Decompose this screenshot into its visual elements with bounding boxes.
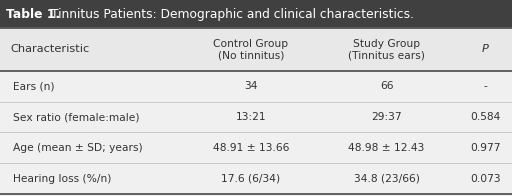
Text: 34.8 (23/66): 34.8 (23/66) <box>354 174 419 184</box>
Text: Control Group
(No tinnitus): Control Group (No tinnitus) <box>214 39 288 60</box>
Text: 0.977: 0.977 <box>470 143 501 153</box>
Text: Study Group
(Tinnitus ears): Study Group (Tinnitus ears) <box>348 39 425 60</box>
Text: Hearing loss (%/n): Hearing loss (%/n) <box>13 174 111 184</box>
Text: 48.91 ± 13.66: 48.91 ± 13.66 <box>212 143 289 153</box>
Text: 17.6 (6/34): 17.6 (6/34) <box>221 174 281 184</box>
Text: 29:37: 29:37 <box>371 112 402 122</box>
Text: 66: 66 <box>380 81 393 91</box>
Text: 13:21: 13:21 <box>236 112 266 122</box>
Bar <box>0 132 512 163</box>
Text: Age (mean ± SD; years): Age (mean ± SD; years) <box>13 143 142 153</box>
Bar <box>0 0 512 28</box>
Bar <box>0 28 512 71</box>
Bar <box>0 71 512 102</box>
Text: Ears (n): Ears (n) <box>13 81 54 91</box>
Text: 0.584: 0.584 <box>470 112 501 122</box>
Text: P: P <box>482 44 489 54</box>
Text: Sex ratio (female:male): Sex ratio (female:male) <box>13 112 139 122</box>
Text: Tinnitus Patients: Demographic and clinical characteristics.: Tinnitus Patients: Demographic and clini… <box>51 8 414 21</box>
Text: 48.98 ± 12.43: 48.98 ± 12.43 <box>348 143 425 153</box>
Text: Table 1.: Table 1. <box>6 8 60 21</box>
Text: 0.073: 0.073 <box>470 174 501 184</box>
Bar <box>0 102 512 132</box>
Text: 34: 34 <box>244 81 258 91</box>
Bar <box>0 163 512 194</box>
Text: Characteristic: Characteristic <box>10 44 90 54</box>
Text: -: - <box>483 81 487 91</box>
